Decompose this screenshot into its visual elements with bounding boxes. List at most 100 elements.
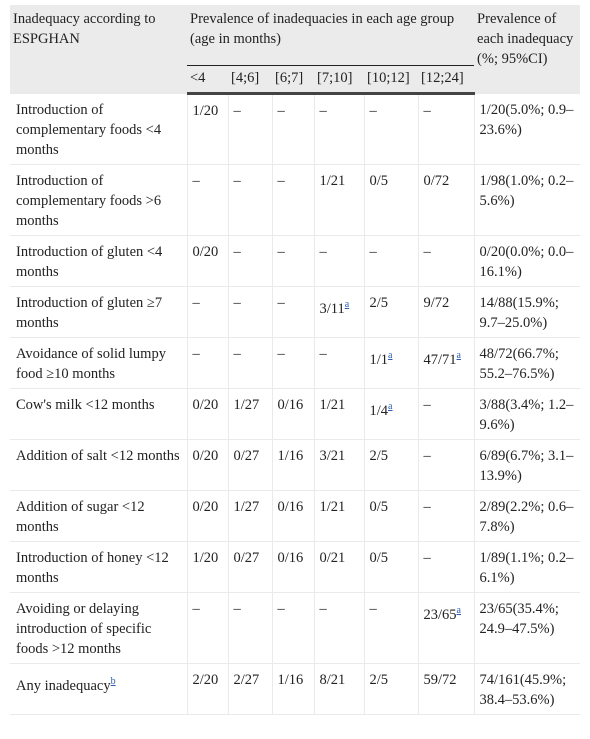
table-cell: 1/98(1.0%; 0.2–5.6%) [473, 164, 581, 236]
table-cell: – [227, 286, 273, 338]
table-cell: 6/89(6.7%; 3.1–13.9%) [473, 439, 581, 491]
footnote: b [111, 673, 116, 687]
footnote-link[interactable]: a [388, 350, 393, 361]
table-cell: 2/89(2.2%; 0.6–7.8%) [473, 490, 581, 542]
table-cell: Avoidance of solid lumpy food ≥10 months [10, 337, 188, 389]
table-cell: 0/5 [363, 164, 419, 236]
footnote-link[interactable]: a [388, 401, 393, 412]
header-row: <4 [4;6] [6;7] [7;10] [10;12] [12;24] [10, 65, 580, 95]
table-cell: 9/72 [417, 286, 475, 338]
table-cell: 2/5 [363, 663, 419, 715]
table-cell: – [363, 592, 419, 664]
table-cell: 3/11a [313, 286, 365, 338]
table-cell: 0/20 [186, 388, 229, 440]
table-cell: Any inadequacyb [10, 663, 188, 715]
table-cell: 1/20 [186, 541, 229, 593]
footnote: a [345, 296, 349, 310]
table-cell: – [417, 93, 475, 165]
cell-text: 1/4 [369, 402, 389, 419]
table-cell: 47/71a [417, 337, 475, 389]
table-cell: 0/27 [227, 439, 273, 491]
header-cell: Prevalence of inadequacies in each age g… [187, 5, 475, 66]
footnote: a [457, 602, 461, 616]
table-cell: – [313, 235, 365, 287]
table-cell: Addition of salt <12 months [10, 439, 188, 491]
table-cell: 0/72 [417, 164, 475, 236]
table-cell: 1/20(5.0%; 0.9–23.6%) [473, 93, 581, 165]
cell-text: 47/71 [423, 351, 457, 368]
table-cell: – [363, 93, 419, 165]
header-row: Inadequacy according to ESPGHAN Prevalen… [10, 5, 581, 94]
table-cell: 23/65(35.4%; 24.9–47.5%) [473, 592, 581, 664]
table-cell: 2/27 [227, 663, 273, 715]
table-cell: – [271, 164, 315, 236]
table-cell: Addition of sugar <12 months [10, 490, 188, 542]
table-cell: – [186, 164, 229, 236]
cell-text: 23/65 [423, 606, 457, 623]
table-row: Introduction of complementary foods <4 m… [10, 93, 581, 165]
table-cell: 0/5 [363, 490, 419, 542]
table-cell: 1/21 [313, 164, 365, 236]
table-cell: – [227, 164, 273, 236]
cell-text: 3/11 [319, 300, 345, 317]
table-cell: 0/27 [227, 541, 273, 593]
table-cell: – [227, 235, 273, 287]
table-cell: 8/21 [313, 663, 365, 715]
table-cell: 1/16 [271, 663, 315, 715]
footnote-link[interactable]: a [456, 605, 461, 616]
table-cell: Introduction of gluten <4 months [10, 235, 188, 287]
table-cell: 3/88(3.4%; 1.2–9.6%) [473, 388, 581, 440]
table-row: Introduction of gluten <4 months 0/20– – – –… [10, 235, 581, 287]
data-table: Inadequacy according to ESPGHAN Prevalen… [10, 5, 581, 715]
table-cell: – [417, 235, 475, 287]
table-row: Avoidance of solid lumpy food ≥10 months… [10, 337, 581, 389]
table-cell: 0/5 [363, 541, 419, 593]
table-cell: 2/5 [363, 286, 419, 338]
table-cell: 0/16 [271, 490, 315, 542]
table-cell: Introduction of complementary foods >6 m… [10, 164, 188, 236]
footnote-link[interactable]: b [110, 676, 116, 687]
table-cell: 1/27 [227, 490, 273, 542]
table-cell: Introduction of honey <12 months [10, 541, 188, 593]
table-cell: – [271, 93, 315, 165]
table-cell: 1/16 [271, 439, 315, 491]
table-cell: 0/21 [313, 541, 365, 593]
table-cell: 3/21 [313, 439, 365, 491]
table-cell: 23/65a [417, 592, 475, 664]
cell-text: Any inadequacy [16, 677, 111, 694]
table-row: Introduction of complementary foods >6 m… [10, 164, 581, 236]
table-body: Introduction of complementary foods <4 m… [10, 93, 581, 715]
table-cell: – [271, 235, 315, 287]
table-cell: – [186, 592, 229, 664]
table-cell: – [271, 337, 315, 389]
table-cell: – [417, 439, 475, 491]
age-header: <4 [187, 65, 228, 95]
table-cell: 0/20(0.0%; 0.0–16.1%) [473, 235, 581, 287]
table-cell: – [417, 490, 475, 542]
table-cell: 1/1a [363, 337, 419, 389]
table-cell: 1/20 [186, 93, 229, 165]
table-row: Cow's milk <12 months 0/20 1/27 0/16 1/21 1/4… [10, 388, 581, 440]
table-cell: 1/21 [313, 490, 365, 542]
footnote-link[interactable]: a [456, 350, 461, 361]
table-row: Avoiding or delaying introduction of spe… [10, 592, 581, 664]
table-cell: – [313, 592, 365, 664]
table-cell: Introduction of gluten ≥7 months [10, 286, 188, 338]
header-cell: Prevalence of each inadequacy (%; 95%CI) [474, 5, 581, 94]
footnote: a [457, 347, 461, 361]
table-cell: Introduction of complementary foods <4 m… [10, 93, 188, 165]
table-cell: 0/16 [271, 541, 315, 593]
table-row: Introduction of gluten ≥7 months – – –3/11a… [10, 286, 581, 338]
table-cell: Avoiding or delaying introduction of spe… [10, 592, 188, 664]
table-cell: 0/20 [186, 490, 229, 542]
table-cell: 0/20 [186, 439, 229, 491]
table-cell: 0/20 [186, 235, 229, 287]
table-row: Any inadequacyb 2/20 2/27 1/16 8/21 2/5 59/72 7… [10, 663, 581, 715]
age-header: [12;24] [418, 65, 475, 95]
table-cell: – [417, 388, 475, 440]
age-header: [6;7] [272, 65, 314, 95]
footnote-link[interactable]: a [344, 299, 350, 310]
table-cell: 0/16 [271, 388, 315, 440]
table-cell: – [363, 235, 419, 287]
